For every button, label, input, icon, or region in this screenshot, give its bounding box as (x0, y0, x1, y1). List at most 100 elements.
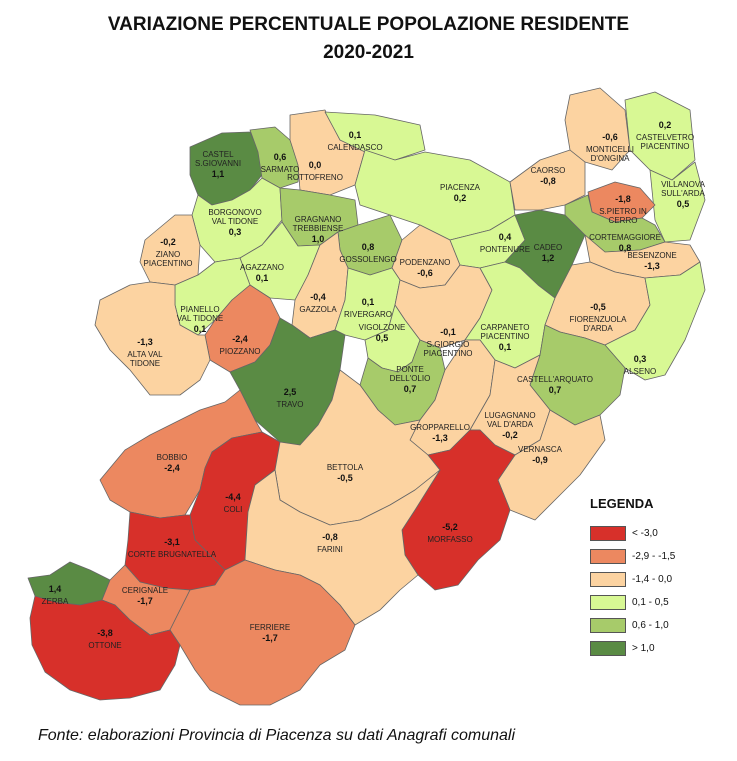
legend-label: 0,6 - 1,0 (632, 619, 669, 631)
comune-value-calendasco: 0,1 (349, 130, 362, 140)
comune-value-san-pietro-in-cerro: -1,8 (615, 194, 631, 204)
comune-name-castel-san-giovanni: S.GIOVANNI (195, 159, 241, 168)
legend-label: -1,4 - 0,0 (632, 573, 673, 585)
comune-name-castelvetro: CASTELVETRO (636, 133, 694, 142)
comune-name-zerba: ZERBA (42, 597, 69, 606)
comune-name-bettola: BETTOLA (327, 463, 364, 472)
region-alta-val-tidone (94, 281, 211, 396)
comune-name-fiorenzuola: FIORENZUOLA (570, 315, 628, 324)
comune-name-ferriere: FERRIERE (250, 623, 290, 632)
region-monticelli (564, 87, 631, 171)
comune-value-travo: 2,5 (284, 387, 297, 397)
comune-name-gragnano: GRAGNANO (295, 215, 342, 224)
region-sarmato (249, 126, 301, 189)
comune-value-villanova: 0,5 (677, 199, 690, 209)
comune-value-gragnano: 1,0 (312, 234, 325, 244)
comune-name-calendasco: CALENDASCO (327, 143, 382, 152)
legend-title: LEGENDA (590, 496, 654, 511)
comune-name-caorso: CAORSO (531, 166, 566, 175)
map-subtitle-years: 2020-2021 (323, 42, 414, 63)
map-title: VARIAZIONE PERCENTUALE POPOLAZIONE RESID… (107, 14, 630, 35)
comune-name-piozzano: PIOZZANO (220, 347, 261, 356)
comune-name-piacenza: PIACENZA (440, 183, 481, 192)
region-alseno (604, 261, 706, 381)
region-cortemaggiore (564, 194, 666, 253)
comune-value-alseno: 0,3 (634, 354, 647, 364)
comune-value-borgonovo: 0,3 (229, 227, 242, 237)
comune-name-villanova: VILLANOVA (661, 180, 706, 189)
comune-value-gossolengo: 0,8 (362, 242, 375, 252)
comune-name-gazzola: GAZZOLA (299, 305, 337, 314)
comune-name-cerignale: CERIGNALE (122, 586, 168, 595)
comune-value-ferriere: -1,7 (262, 633, 278, 643)
comune-value-caorso: -0,8 (540, 176, 556, 186)
comune-value-vernasca: -0,9 (532, 455, 548, 465)
comune-value-rottofreno: 0,0 (309, 160, 322, 170)
comune-name-castell-arquato: CASTELL'ARQUATO (517, 375, 593, 384)
comune-value-fiorenzuola: -0,5 (590, 302, 606, 312)
comune-value-farini: -0,8 (322, 532, 338, 542)
legend-item: 0,6 - 1,0 (590, 615, 730, 635)
comune-name-sarmato: SARMATO (261, 165, 300, 174)
comune-name-monticelli: MONTICELLI (586, 145, 634, 154)
region-castelvetro (624, 91, 696, 181)
comune-name-travo: TRAVO (277, 400, 304, 409)
comune-value-ottone: -3,8 (97, 628, 113, 638)
comune-name-fiorenzuola: D'ARDA (583, 324, 613, 333)
comune-name-pianello: PIANELLO (180, 305, 219, 314)
comune-value-coli: -4,4 (225, 492, 241, 502)
legend: LEGENDA < -3,0 -2,9 - -1,5 -1,4 - 0,0 0,1 -… (590, 496, 730, 661)
legend-swatch (590, 525, 626, 541)
comune-name-bobbio: BOBBIO (157, 453, 188, 462)
comune-name-coli: COLI (224, 505, 243, 514)
comune-value-cadeo: 1,2 (542, 253, 555, 263)
region-calendasco (324, 111, 426, 161)
comune-value-podenzano: -0,6 (417, 268, 433, 278)
comune-name-alta-val-tidone: ALTA VAL (127, 350, 163, 359)
comune-value-pianello: 0,1 (194, 324, 207, 334)
comune-name-lugagnano: VAL D'ARDA (487, 420, 534, 429)
comune-name-cadeo: CADEO (534, 243, 562, 252)
comune-name-monticelli: D'ONGINA (591, 154, 631, 163)
comune-name-agazzano: AGAZZANO (240, 263, 284, 272)
comune-value-san-giorgio: -0,1 (440, 327, 456, 337)
comune-name-lugagnano: LUGAGNANO (484, 411, 535, 420)
legend-label: > 1,0 (632, 642, 655, 654)
comune-value-bobbio: -2,4 (164, 463, 180, 473)
comune-value-rivergaro: 0,1 (362, 297, 375, 307)
comune-name-san-giorgio: S.GIORGIO (427, 340, 470, 349)
legend-swatch (590, 571, 626, 587)
region-ottone (29, 595, 181, 701)
comune-value-ponte-dell-olio: 0,7 (404, 384, 417, 394)
comune-name-cortemaggiore: CORTEMAGGIORE (589, 233, 661, 242)
comune-name-morfasso: MORFASSO (427, 535, 472, 544)
comune-name-carpaneto: CARPANETO (480, 323, 529, 332)
comune-value-piozzano: -2,4 (232, 334, 248, 344)
comune-name-rivergaro: RIVERGARO (344, 310, 392, 319)
legend-swatch (590, 640, 626, 656)
comune-name-farini: FARINI (317, 545, 343, 554)
comune-value-cerignale: -1,7 (137, 596, 153, 606)
comune-value-gazzola: -0,4 (310, 292, 326, 302)
comune-name-rottofreno: ROTTOFRENO (287, 173, 343, 182)
legend-label: 0,1 - 0,5 (632, 596, 669, 608)
source-note: Fonte: elaborazioni Provincia di Piacenz… (38, 727, 516, 744)
legend-label: -2,9 - -1,5 (632, 550, 676, 562)
comune-name-borgonovo: VAL TIDONE (212, 217, 259, 226)
comune-value-castel-san-giovanni: 1,1 (212, 169, 225, 179)
legend-swatch (590, 548, 626, 564)
comune-name-corte-brugnatella: CORTE BRUGNATELLA (128, 550, 217, 559)
comune-value-alta-val-tidone: -1,3 (137, 337, 153, 347)
comune-name-ottone: OTTONE (88, 641, 121, 650)
comune-value-vigolzone: 0,5 (376, 333, 389, 343)
comune-value-piacenza: 0,2 (454, 193, 467, 203)
comune-name-alseno: ALSENO (624, 367, 656, 376)
comune-name-gossolengo: GOSSOLENGO (339, 255, 396, 264)
legend-swatch (590, 594, 626, 610)
comune-value-bettola: -0,5 (337, 473, 353, 483)
legend-item: < -3,0 (590, 523, 730, 543)
legend-swatch (590, 617, 626, 633)
comune-value-castell-arquato: 0,7 (549, 385, 562, 395)
comune-name-gropparello: GROPPARELLO (410, 423, 470, 432)
